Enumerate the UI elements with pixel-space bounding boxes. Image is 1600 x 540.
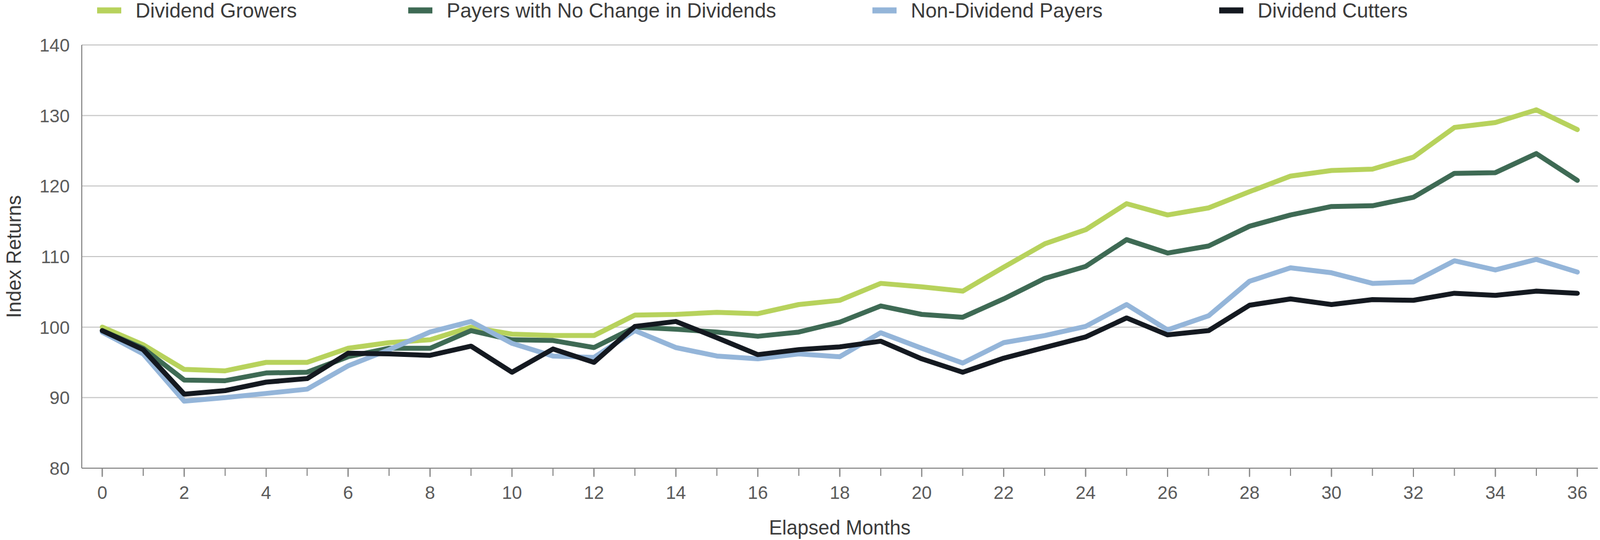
grid-line [81,44,1598,46]
legend-swatch [408,7,433,14]
legend-swatch [97,7,122,14]
chart: 8090100110120130140024681012141618202224… [0,0,1600,540]
plot-area [102,109,1577,402]
x-axis-title: Elapsed Months [768,516,911,540]
x-tick-label: 2 [179,482,190,504]
x-tick [1085,468,1087,478]
x-minor-tick [1289,468,1292,477]
x-tick [1167,468,1169,478]
x-minor-tick [142,468,144,477]
grid-line [81,115,1598,117]
x-minor-tick [634,468,636,477]
x-tick-label: 22 [993,482,1014,504]
x-tick [1494,468,1496,478]
x-tick-label: 24 [1075,482,1096,504]
legend-label: Dividend Growers [135,0,297,22]
y-axis-title: Index Returns [2,195,26,319]
series-line [102,109,1577,371]
y-tick-label: 110 [40,246,70,268]
x-tick [511,468,513,478]
x-minor-tick [1371,468,1373,477]
x-tick-label: 4 [261,482,272,504]
x-tick-label: 34 [1485,482,1506,504]
x-tick [593,468,595,478]
legend-label: Non-Dividend Payers [910,0,1103,22]
x-tick-label: 12 [583,482,605,504]
x-tick-label: 26 [1157,482,1179,504]
x-tick [1003,468,1005,478]
y-axis-line [81,44,83,469]
x-tick-label: 30 [1321,482,1342,504]
y-tick-label: 100 [39,317,70,338]
x-minor-tick [798,468,800,477]
legend-swatch [1219,7,1244,14]
x-tick-label: 16 [747,482,769,504]
x-tick [1248,468,1250,478]
x-tick [1331,468,1333,478]
series-line [102,259,1577,402]
x-tick [265,468,267,478]
x-tick [675,468,677,478]
x-tick [347,468,349,478]
x-minor-tick [1044,468,1046,477]
x-tick-label: 8 [425,482,436,504]
x-tick-label: 10 [502,482,523,504]
x-tick-label: 28 [1239,482,1260,504]
legend-swatch [872,7,897,14]
legend-label: Payers with No Change in Dividends [446,0,777,22]
x-tick-label: 14 [665,482,686,504]
x-minor-tick [716,468,718,477]
x-tick [921,468,923,478]
x-tick-label: 6 [342,482,353,504]
x-minor-tick [388,468,390,477]
x-tick-label: 18 [829,482,850,504]
x-minor-tick [1535,468,1537,477]
x-tick [183,468,185,478]
x-minor-tick [880,468,882,477]
y-tick-label: 90 [49,387,70,409]
y-tick-label: 140 [39,35,70,56]
x-tick-label: 0 [97,482,107,504]
grid-line [81,185,1598,187]
x-minor-tick [224,468,226,477]
x-minor-tick [552,468,554,477]
grid-line [81,327,1598,329]
y-tick-label: 80 [49,458,70,480]
series-line [102,291,1577,395]
legend-label: Dividend Cutters [1257,0,1408,22]
x-minor-tick [306,468,308,477]
x-minor-tick [1125,468,1128,477]
x-tick [839,468,841,478]
x-tick [101,468,103,478]
x-tick [757,468,759,478]
x-minor-tick [470,468,472,477]
x-tick-label: 20 [911,482,932,504]
x-minor-tick [962,468,964,477]
x-tick [429,468,431,478]
y-tick-label: 130 [39,105,70,127]
grid-line [81,256,1598,258]
x-tick [1576,468,1579,478]
x-minor-tick [1208,468,1210,477]
x-tick-label: 32 [1403,482,1424,504]
x-minor-tick [1454,468,1456,477]
y-tick-label: 120 [39,176,70,197]
x-tick [1412,468,1414,478]
grid-line [81,397,1598,399]
x-tick-label: 36 [1567,482,1588,504]
